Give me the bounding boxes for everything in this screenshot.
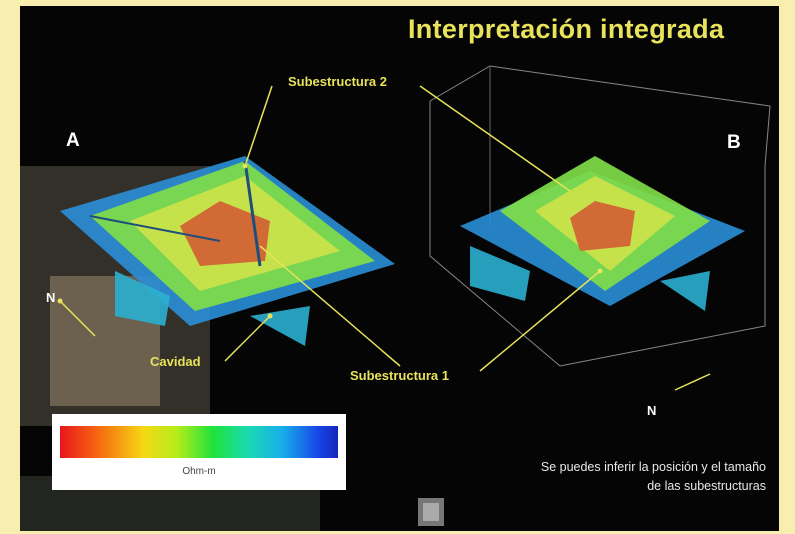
side-wing-a-right xyxy=(250,306,310,346)
emblem-inner xyxy=(423,503,439,521)
edge-a-2 xyxy=(89,215,221,242)
label-substructure-2: Subestructura 2 xyxy=(288,74,387,89)
model-b xyxy=(429,65,771,367)
leader-cavity xyxy=(224,315,271,362)
pyramid-core-b xyxy=(570,201,635,251)
panel-b-label: B xyxy=(727,132,741,153)
pyramid-core-a xyxy=(180,201,270,266)
side-wing-b-left xyxy=(470,246,530,301)
side-wing-a-left xyxy=(115,271,170,326)
north-arrow-b xyxy=(674,373,711,391)
slide: Interpretación integrada Subestructura 2… xyxy=(20,6,779,531)
legend-ticks xyxy=(60,417,338,425)
leader-north-a xyxy=(59,300,96,337)
box-frame-left xyxy=(429,101,766,367)
color-scale-legend: Ohm-m xyxy=(52,414,346,490)
caption: Se puedes inferir la posición y el tamañ… xyxy=(400,458,766,496)
caption-line-1: Se puedes inferir la posición y el tamañ… xyxy=(540,460,766,474)
legend-unit: Ohm-m xyxy=(182,466,216,477)
label-cavity: Cavidad xyxy=(150,354,201,369)
leader-dot-sub2-a xyxy=(242,163,248,169)
caption-line-2: de las subestructuras xyxy=(647,479,766,493)
leader-dot-sub1-b xyxy=(597,268,603,274)
slide-title: Interpretación integrada xyxy=(408,14,725,44)
box-frame-top xyxy=(429,65,771,167)
pyramid-visualization xyxy=(20,65,771,531)
leader-sub2-a xyxy=(244,85,273,167)
label-substructure-1: Subestructura 1 xyxy=(350,368,449,383)
legend-gradient-bar xyxy=(60,426,338,458)
north-label-b: N xyxy=(647,403,657,418)
leader-sub2-b xyxy=(419,85,571,192)
leader-sub1-a xyxy=(259,245,401,367)
edge-a-1 xyxy=(243,160,262,267)
north-marker-a xyxy=(57,298,63,304)
model-a xyxy=(60,156,395,346)
leader-sub1-b xyxy=(479,270,601,372)
north-label-a: N xyxy=(46,290,56,305)
panel-a-label: A xyxy=(66,130,80,151)
side-wing-b-right xyxy=(660,271,710,311)
leader-lines xyxy=(59,85,711,391)
leader-dot-cavity xyxy=(267,313,273,319)
